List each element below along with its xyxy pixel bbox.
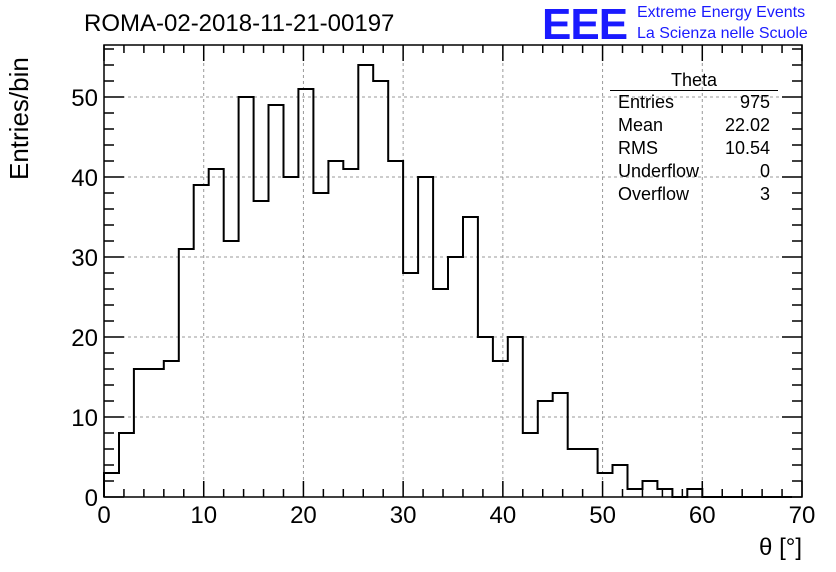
y-tick-label: 40 — [71, 165, 98, 192]
logo-line-1: Extreme Energy Events — [637, 4, 806, 21]
histogram-bin — [209, 169, 224, 497]
histogram-bin — [358, 65, 373, 497]
histogram-bin — [313, 193, 328, 497]
histogram-bin — [657, 489, 672, 497]
histogram-bin — [388, 161, 403, 497]
histogram-bin — [104, 473, 119, 497]
histogram-bin — [343, 169, 358, 497]
stats-value: 22.02 — [724, 115, 770, 135]
histogram-bin — [164, 361, 179, 497]
y-tick-label: 50 — [71, 85, 98, 112]
x-tick-label: 50 — [589, 502, 616, 529]
x-tick-label: 30 — [390, 502, 417, 529]
histogram-bin — [628, 489, 643, 497]
histogram-bin — [687, 489, 702, 497]
histogram-bin — [523, 433, 538, 497]
stats-value: 3 — [759, 184, 770, 204]
chart-title: ROMA-02-2018-11-21-00197 — [84, 10, 395, 37]
histogram-bin — [433, 289, 448, 497]
histogram-bin — [493, 361, 508, 497]
x-tick-label: 0 — [97, 502, 110, 529]
histogram-bin — [553, 393, 568, 497]
stats-value: 10.54 — [724, 138, 770, 158]
histogram-bin — [598, 473, 613, 497]
x-tick-label: 20 — [290, 502, 317, 529]
histogram-bin — [403, 273, 418, 497]
eee-logo: EEE — [542, 0, 628, 49]
stats-label: Underflow — [618, 161, 700, 181]
histogram-bin — [463, 217, 478, 497]
y-axis-label: Entries/bin — [4, 57, 34, 180]
plot-frame — [103, 44, 803, 498]
histogram-bin — [613, 465, 628, 497]
y-tick-label: 30 — [71, 245, 98, 272]
stats-row-entries: Entries 975 — [610, 91, 778, 114]
histogram-bin — [224, 241, 239, 497]
x-tick-label: 40 — [490, 502, 517, 529]
stats-value: 975 — [739, 92, 770, 112]
logo-line-2: La Scienza nelle Scuole — [637, 25, 808, 42]
histogram-bin — [254, 201, 269, 497]
histogram-bin — [239, 97, 254, 497]
stats-row-rms: RMS 10.54 — [610, 137, 778, 160]
histogram-bin — [298, 89, 313, 497]
histogram-bin — [194, 185, 209, 497]
histogram-bin — [373, 81, 388, 497]
stats-label: Overflow — [618, 184, 690, 204]
stats-row-overflow: Overflow 3 — [610, 183, 778, 206]
histogram-bin — [269, 105, 284, 497]
histogram-outline — [103, 64, 792, 498]
histogram-bin — [448, 257, 463, 497]
stats-row-mean: Mean 22.02 — [610, 114, 778, 137]
histogram-bin — [642, 481, 657, 497]
x-tick-label: 60 — [689, 502, 716, 529]
stats-row-underflow: Underflow 0 — [610, 160, 778, 183]
y-tick-label: 0 — [85, 485, 98, 512]
x-axis-label: θ [°] — [759, 534, 802, 561]
y-tick-label: 10 — [71, 405, 98, 432]
histogram-bin — [134, 369, 149, 497]
stats-box: Theta Entries 975 Mean 22.02 RMS 10.54 U… — [610, 70, 778, 206]
stats-label: RMS — [618, 138, 658, 158]
stats-label: Mean — [618, 115, 664, 135]
histogram-bin — [538, 401, 553, 497]
histogram-bin — [568, 449, 583, 497]
histogram-bin — [328, 161, 343, 497]
histogram-bin — [179, 249, 194, 497]
histogram-bin — [119, 433, 134, 497]
stats-label: Entries — [618, 92, 675, 112]
stats-name: Theta — [610, 70, 778, 91]
histogram-bin — [583, 449, 598, 497]
x-tick-label: 70 — [789, 502, 816, 529]
stats-value: 0 — [759, 161, 770, 181]
x-tick-label: 10 — [190, 502, 217, 529]
histogram-bin — [149, 369, 164, 497]
y-tick-label: 20 — [71, 325, 98, 352]
